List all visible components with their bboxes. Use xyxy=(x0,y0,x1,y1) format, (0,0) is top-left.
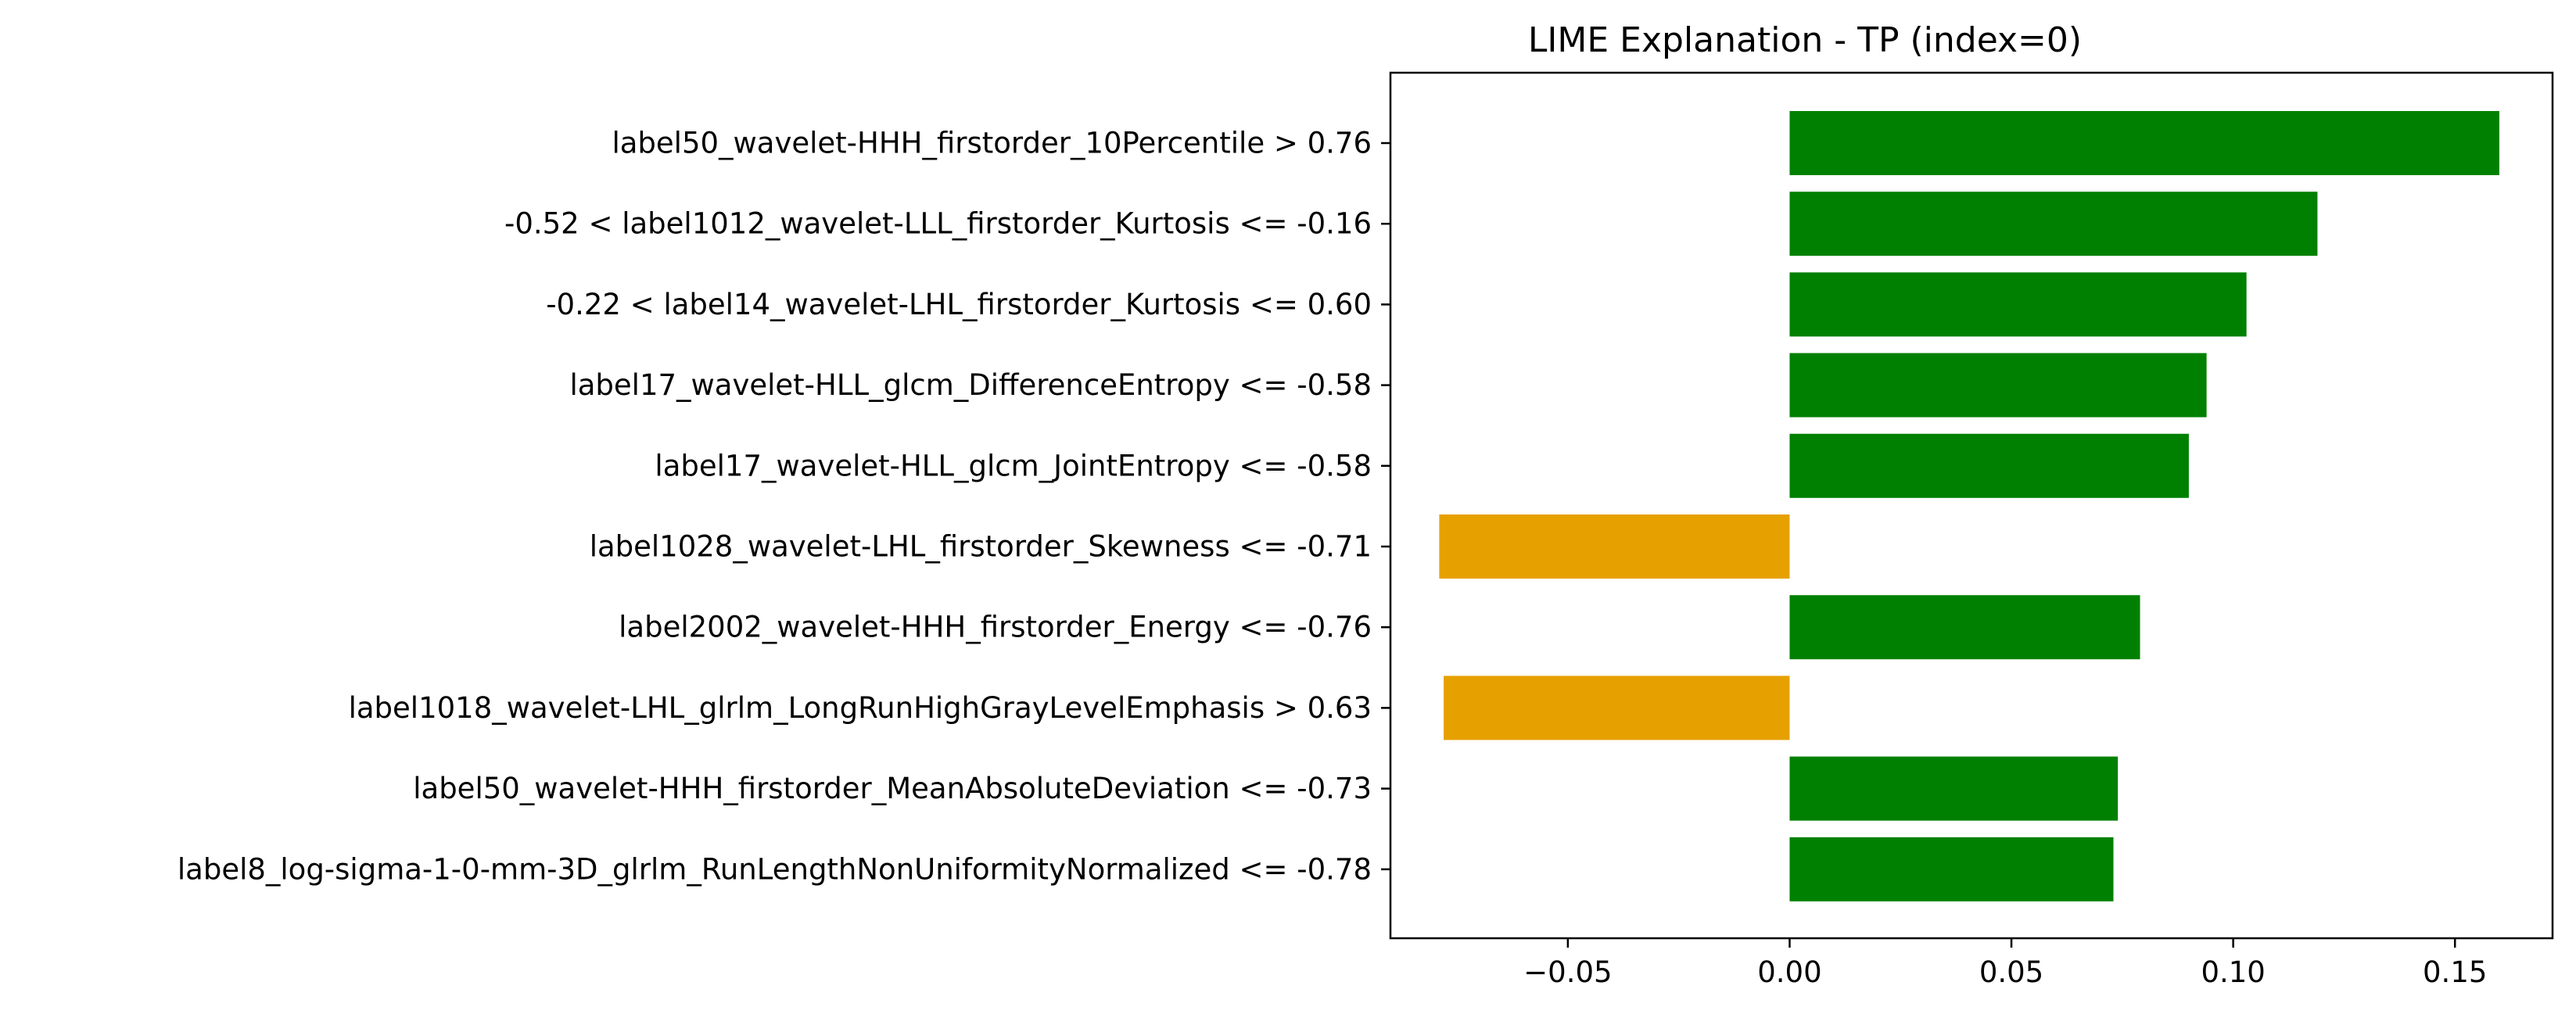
bar-8 xyxy=(1789,756,2119,821)
bar-5 xyxy=(1439,514,1790,579)
bar-7 xyxy=(1444,676,1790,740)
bar-3 xyxy=(1789,353,2207,418)
x-tick-label: 0.10 xyxy=(2201,955,2265,989)
bar-1 xyxy=(1789,192,2318,256)
bar-9 xyxy=(1789,837,2114,902)
y-tick-label: label1018_wavelet-LHL_glrlm_LongRunHighG… xyxy=(349,691,1372,725)
plot-frame xyxy=(1389,71,2554,940)
y-tick-label: label1028_wavelet-LHL_firstorder_Skewnes… xyxy=(590,530,1372,564)
y-tick-label: -0.22 < label14_wavelet-LHL_firstorder_K… xyxy=(546,288,1372,321)
y-tick-label: label8_log-sigma-1-0-mm-3D_glrlm_RunLeng… xyxy=(178,852,1372,886)
bar-6 xyxy=(1789,595,2140,660)
x-tick-label: −0.05 xyxy=(1523,955,1612,989)
bar-0 xyxy=(1789,111,2499,175)
y-tick-label: label50_wavelet-HHH_firstorder_MeanAbsol… xyxy=(413,772,1372,805)
bar-4 xyxy=(1789,433,2189,498)
y-tick-label: label2002_wavelet-HHH_firstorder_Energy … xyxy=(619,611,1372,644)
y-tick-labels: label50_wavelet-HHH_firstorder_10Percent… xyxy=(178,127,1390,886)
x-tick-label: 0.05 xyxy=(1979,955,2043,989)
chart-title: LIME Explanation - TP (index=0) xyxy=(1528,20,2082,60)
y-tick-label: label50_wavelet-HHH_firstorder_10Percent… xyxy=(612,127,1372,160)
y-tick-label: label17_wavelet-HLL_glcm_JointEntropy <=… xyxy=(655,449,1372,482)
x-tick-label: 0.15 xyxy=(2423,955,2487,989)
bar-2 xyxy=(1789,272,2247,337)
y-tick-label: label17_wavelet-HLL_glcm_DifferenceEntro… xyxy=(569,368,1372,402)
x-tick-label: 0.00 xyxy=(1757,955,1821,989)
bars-layer xyxy=(1439,111,2499,902)
y-tick-label: -0.52 < label1012_wavelet-LLL_firstorder… xyxy=(504,207,1372,241)
x-axis: −0.05 0.00 0.05 0.10 0.15 xyxy=(1523,938,2487,989)
